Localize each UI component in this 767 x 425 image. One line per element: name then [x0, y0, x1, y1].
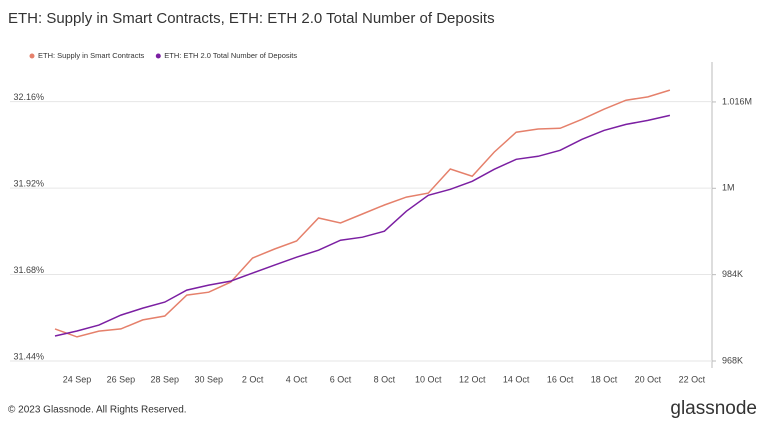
brand-logo: glassnode	[670, 398, 757, 419]
y-tick-label: 31.68%	[13, 265, 44, 275]
x-tick-label: 10 Oct	[415, 374, 442, 384]
series-line	[54, 89, 671, 338]
legend-label: ETH: ETH 2.0 Total Number of Deposits	[164, 51, 297, 60]
chart-title: ETH: Supply in Smart Contracts, ETH: ETH…	[8, 10, 495, 27]
x-tick-label: 6 Oct	[330, 374, 352, 384]
x-tick-label: 28 Sep	[151, 374, 180, 384]
footer: © 2023 Glassnode. All Rights Reserved.	[8, 405, 187, 416]
x-tick-label: 14 Oct	[503, 374, 530, 384]
x-tick-label: 8 Oct	[374, 374, 396, 384]
x-tick-label: 22 Oct	[679, 374, 706, 384]
y2-tick-label: 984K	[722, 269, 743, 279]
series-line	[54, 114, 671, 337]
x-tick-label: 26 Sep	[107, 374, 136, 384]
x-tick-label: 12 Oct	[459, 374, 486, 384]
legend-swatch	[29, 53, 35, 59]
x-tick-label: 30 Sep	[194, 374, 223, 384]
x-tick-label: 4 Oct	[286, 374, 308, 384]
x-tick-label: 20 Oct	[635, 374, 662, 384]
legend-swatch	[155, 53, 161, 59]
legend-label: ETH: Supply in Smart Contracts	[38, 51, 145, 60]
y2-tick-label: 1.016M	[722, 96, 752, 106]
x-tick-label: 18 Oct	[591, 374, 618, 384]
x-tick-label: 24 Sep	[63, 374, 92, 384]
y-tick-label: 31.92%	[13, 178, 44, 188]
y-tick-label: 31.44%	[13, 351, 44, 361]
y2-tick-label: 968K	[722, 355, 743, 365]
x-tick-label: 16 Oct	[547, 374, 574, 384]
y2-tick-label: 1M	[722, 183, 735, 193]
y-tick-label: 32.16%	[13, 92, 44, 102]
x-tick-label: 2 Oct	[242, 374, 264, 384]
